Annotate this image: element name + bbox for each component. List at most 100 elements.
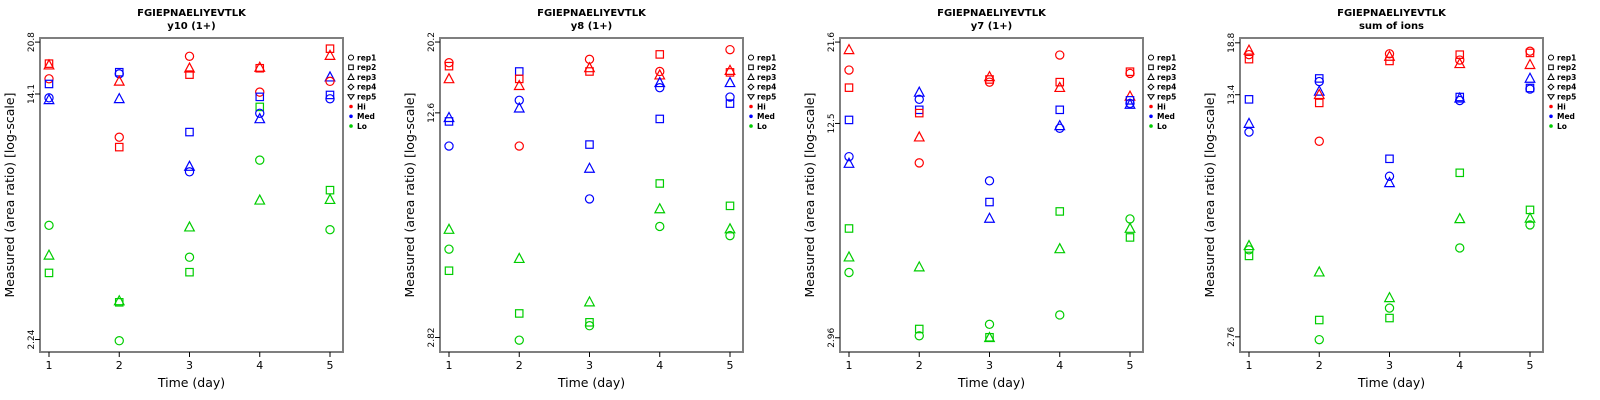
data-point — [724, 64, 736, 75]
data-point — [514, 141, 524, 151]
data-point — [1055, 207, 1065, 216]
data-point — [1055, 310, 1065, 320]
data-point — [984, 176, 995, 186]
legend-dot-lo — [349, 124, 353, 128]
y-tick-label: 20.8 — [27, 32, 37, 52]
legend-dot-lo — [1149, 124, 1153, 128]
panel-y10-1: FGIEPNAELIYEVTLK y10 (1+) 1 2 3 4 5 Time (day) 2… — [2, 8, 376, 390]
data-point — [1455, 243, 1465, 253]
data-point — [914, 331, 924, 341]
data-point — [1455, 95, 1465, 106]
square-legend-icon — [348, 64, 354, 71]
legend-dot-hi — [1149, 104, 1153, 109]
square-legend-icon — [1548, 64, 1554, 71]
data-point — [44, 74, 54, 84]
data-point — [1055, 50, 1065, 60]
legend-label-rep5: rep5 — [357, 93, 376, 102]
data-point — [1055, 123, 1065, 133]
data-point — [114, 132, 124, 142]
data-point — [255, 102, 265, 112]
legend-dot-med — [1149, 114, 1153, 119]
data-point — [725, 99, 735, 108]
data-point — [584, 194, 595, 204]
data-point — [1124, 222, 1136, 233]
data-point — [1383, 291, 1396, 303]
data-point — [844, 267, 854, 278]
legend-label-rep1: rep1 — [757, 53, 776, 62]
legend-label-rep2: rep2 — [1557, 63, 1576, 72]
legend-dot-med — [349, 114, 353, 119]
data-point — [844, 83, 854, 92]
legend-label-rep3: rep3 — [757, 73, 776, 82]
panel-sum-of-ions: FGIEPNAELIYEVTLK sum of ions 1 2 3 4 5 Time (da… — [1202, 8, 1576, 390]
data-point — [584, 321, 595, 331]
data-point — [514, 335, 524, 345]
data-point — [1244, 54, 1254, 64]
y-tick-label: 2.82 — [427, 327, 437, 347]
x-tick-label: 5 — [327, 359, 334, 372]
x-tick-label: 1 — [1246, 359, 1253, 372]
data-point — [43, 58, 55, 70]
data-point — [43, 248, 55, 260]
data-point — [1385, 154, 1394, 164]
data-point — [1383, 176, 1396, 188]
x-tick-label: 1 — [46, 359, 53, 372]
data-point — [185, 127, 194, 137]
circle-legend-icon — [1147, 54, 1155, 61]
data-point — [843, 250, 855, 262]
legend-label-Lo: Lo — [1157, 122, 1167, 131]
y-tick-label: 2.24 — [27, 329, 37, 349]
data-point — [114, 142, 124, 152]
data-point — [653, 76, 666, 88]
data-point — [185, 70, 194, 79]
data-point — [585, 318, 594, 327]
data-point — [113, 92, 126, 104]
data-point — [844, 115, 854, 125]
data-point — [184, 167, 195, 177]
data-point — [1244, 127, 1254, 137]
y-tick-label: 12.6 — [427, 103, 437, 123]
x-axis-label: Time (day) — [557, 375, 625, 390]
data-point — [1313, 84, 1326, 96]
data-point — [255, 87, 265, 97]
data-point — [183, 160, 196, 171]
data-point — [184, 252, 195, 262]
x-tick-label: 3 — [586, 359, 593, 372]
diamond-legend-icon — [347, 83, 355, 91]
data-point — [984, 319, 995, 330]
panel-title: FGIEPNAELIYEVTLK — [137, 8, 247, 19]
data-point — [1384, 171, 1395, 181]
data-point — [1524, 58, 1536, 70]
y-tick-label: 2.96 — [827, 327, 837, 347]
panel-y8-1: FGIEPNAELIYEVTLK y8 (1+) 1 2 3 4 5 Time (day) 2.… — [402, 8, 776, 390]
circle-legend-icon — [347, 54, 355, 61]
legend-label-rep2: rep2 — [1157, 63, 1176, 72]
data-point — [725, 230, 735, 241]
y-tick-label: 13.4 — [1227, 84, 1237, 104]
data-point — [1053, 242, 1066, 254]
data-point — [914, 158, 924, 168]
data-point — [113, 294, 126, 306]
legend-label-Med: Med — [357, 112, 375, 121]
panel-subtitle: y8 (1+) — [571, 21, 612, 32]
panel-y7-1: FGIEPNAELIYEVTLK y7 (1+) 1 2 3 4 5 Time (day) 2.… — [802, 8, 1176, 390]
legend-label-rep3: rep3 — [1557, 73, 1576, 82]
data-point — [1244, 49, 1254, 60]
data-point — [1314, 136, 1324, 146]
x-tick-label: 4 — [656, 359, 663, 372]
y-tick-label: 2.76 — [1227, 327, 1237, 347]
legend-label-rep1: rep1 — [1157, 53, 1176, 62]
panel-title: FGIEPNAELIYEVTLK — [537, 8, 647, 19]
legend-label-rep4: rep4 — [1557, 83, 1576, 92]
data-point — [325, 185, 335, 195]
data-point — [444, 244, 454, 254]
data-point — [1525, 84, 1535, 94]
data-point — [44, 220, 54, 231]
y-tick-label: 12.5 — [827, 113, 837, 133]
data-point — [325, 225, 335, 235]
legend-label-rep5: rep5 — [1157, 93, 1176, 102]
y-axis-label: Measured (area ratio) [log-scale] — [402, 93, 417, 298]
data-point — [914, 324, 924, 334]
data-point — [585, 140, 594, 149]
data-point — [514, 74, 524, 84]
